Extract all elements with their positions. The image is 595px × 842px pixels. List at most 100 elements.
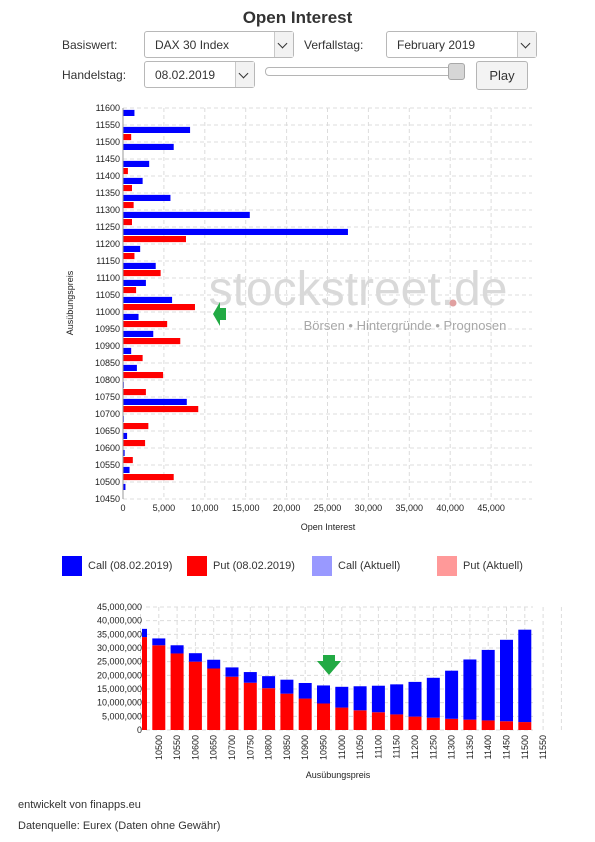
x-tick-label: 35,000 (396, 503, 424, 513)
put-segment (335, 707, 349, 730)
call-segment (188, 653, 202, 662)
chevron-down-icon (235, 62, 254, 87)
chart-bars (142, 628, 532, 730)
call-bar (123, 432, 128, 439)
call-bar (123, 449, 125, 456)
y-tick-label: 10500 (95, 477, 120, 487)
put-bar (123, 202, 134, 209)
x-axis-label: Open Interest (301, 522, 356, 532)
y-tick-label: 30,000,000 (97, 643, 142, 653)
call-segment (262, 676, 276, 689)
chart-gridlines (140, 606, 562, 731)
call-segment (170, 645, 184, 654)
current-price-arrow-icon (213, 302, 226, 326)
put-bar (123, 321, 168, 328)
put-bar (123, 253, 135, 260)
x-tick-label: 11400 (483, 735, 493, 759)
call-bar (123, 160, 150, 167)
call-bar (123, 126, 191, 133)
x-tick-label: 11450 (502, 735, 512, 759)
y-tick-label: 10550 (95, 460, 120, 470)
put-bar (123, 423, 149, 430)
x-tick-label: 10900 (300, 735, 310, 760)
y-tick-label: 11150 (96, 256, 120, 266)
y-tick-label: 40,000,000 (97, 616, 142, 626)
legend-label: Call (08.02.2019) (88, 560, 173, 572)
basiswert-label: Basiswert: (62, 38, 118, 52)
y-tick-label: 11300 (96, 205, 120, 215)
current-price-arrow-icon (317, 655, 341, 675)
y-tick-label: 10600 (95, 443, 120, 453)
put-bar (123, 338, 181, 345)
put-bar (123, 457, 133, 464)
verfallstag-select[interactable]: February 2019 (386, 31, 537, 58)
chart-bars (123, 109, 348, 498)
x-tick-label: 10700 (227, 735, 237, 760)
y-tick-label: 11350 (96, 188, 120, 198)
put-segment (142, 637, 147, 730)
x-tick-label: 10550 (172, 735, 182, 760)
stacked-open-interest-chart: 0 5,000,000 10,000,000 15,000,000 20,000,000… (97, 602, 562, 780)
call-segment (225, 667, 239, 677)
call-bar (123, 347, 132, 354)
y-tick-label: 10800 (95, 375, 120, 385)
y-tick-label: 11000 (96, 307, 120, 317)
call-bar (123, 143, 174, 150)
put-segment (317, 703, 330, 730)
call-bar (123, 364, 137, 371)
play-button[interactable]: Play (476, 61, 528, 90)
x-tick-label: 11250 (428, 735, 438, 759)
x-tick-label: 10600 (190, 735, 200, 760)
y-tick-label: 0 (137, 725, 142, 735)
handelstag-label: Handelstag: (62, 68, 127, 82)
x-tick-label: 11050 (355, 735, 365, 759)
y-tick-label: 25,000,000 (97, 657, 142, 667)
watermark-dot-icon (449, 299, 457, 307)
put-segment (390, 714, 404, 730)
x-tick-label: 11350 (465, 735, 475, 759)
handelstag-select[interactable]: 08.02.2019 (144, 61, 255, 88)
y-tick-label: 11400 (96, 171, 120, 181)
legend-swatch (187, 556, 207, 576)
put-segment (445, 718, 459, 730)
put-segment (500, 721, 513, 730)
x-tick-label: 11300 (447, 735, 457, 759)
watermark-brand: stockstreet.de (209, 263, 508, 316)
y-tick-label: 11550 (96, 120, 120, 130)
y-tick-label: 11200 (96, 239, 120, 249)
date-slider-handle[interactable] (448, 63, 465, 80)
call-bar (123, 279, 146, 286)
x-tick-label: 10650 (209, 735, 219, 760)
x-tick-label: 11150 (392, 735, 402, 759)
call-segment (408, 681, 422, 717)
put-bar (123, 304, 195, 311)
x-axis-label: Ausübungspreis (306, 770, 371, 780)
call-bar (123, 109, 135, 116)
put-bar (123, 236, 186, 243)
legend-label: Put (Aktuell) (463, 560, 523, 572)
chart-axes: 0 5,000,000 10,000,000 15,000,000 20,000,000… (97, 602, 548, 760)
put-segment (243, 682, 257, 730)
chevron-down-icon (517, 32, 536, 57)
put-bar (123, 185, 132, 192)
put-bar (123, 474, 174, 481)
y-tick-label: 10950 (95, 324, 120, 334)
footer-developer: entwickelt von finapps.eu (18, 799, 141, 811)
call-segment (243, 672, 257, 683)
call-segment (142, 628, 147, 638)
x-tick-label: 25,000 (314, 503, 342, 513)
call-bar (123, 262, 156, 269)
x-tick-label: 10750 (245, 735, 255, 760)
x-tick-label: 5,000 (153, 503, 176, 513)
x-tick-label: 10500 (154, 735, 164, 760)
y-tick-label: 11600 (96, 103, 120, 113)
chevron-down-icon (274, 32, 293, 57)
call-bar (123, 245, 141, 252)
x-tick-label: 10,000 (191, 503, 219, 513)
put-bar (123, 287, 137, 294)
put-segment (298, 698, 312, 730)
call-bar (123, 296, 173, 303)
basiswert-select[interactable]: DAX 30 Index (144, 31, 294, 58)
call-bar (123, 466, 130, 473)
put-segment (188, 661, 202, 730)
